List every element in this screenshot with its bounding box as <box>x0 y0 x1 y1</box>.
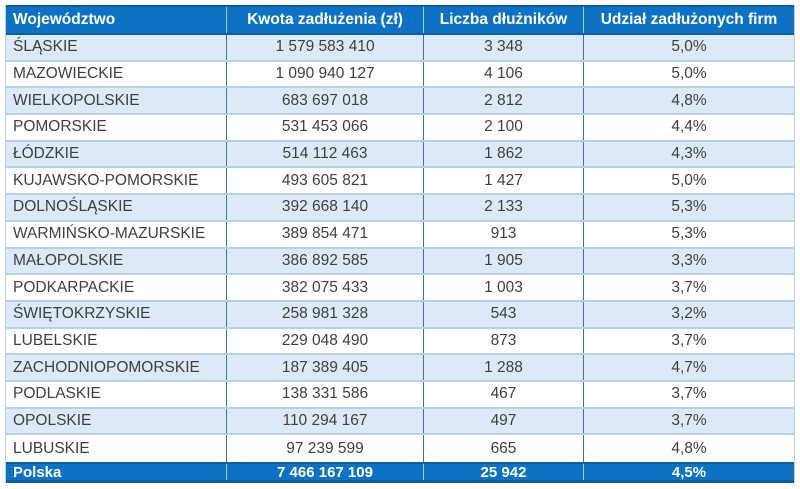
total-udzial: 4,5% <box>671 464 707 480</box>
cell-kwota-zadluzenia: 110 294 167 <box>227 408 424 434</box>
cell-wojewodztwo: ZACHODNIOPOMORSKIE <box>6 355 227 380</box>
cell-wojewodztwo: LUBELSKIE <box>6 328 227 354</box>
cell-wojewodztwo: DOLNOŚLĄSKIE <box>6 195 227 220</box>
cell-liczba-dluznikow: 1 003 <box>424 275 584 300</box>
cell-liczba-dluznikow: 2 812 <box>424 88 584 114</box>
table-row: PODLASKIE 138 331 586 467 3,7% <box>6 381 794 409</box>
cell-liczba-dluznikow: 2 100 <box>424 115 584 140</box>
cell-udzial-zadluzonych-firm: 3,2% <box>671 305 707 323</box>
cell-kwota-zadluzenia: 531 453 066 <box>227 115 424 140</box>
table-body: ŚLĄSKIE 1 579 583 410 3 348 5,0% MAZOWIECKIE… <box>6 35 794 462</box>
table-row: MAZOWIECKIE 1 090 940 127 4 106 5,0% <box>6 61 794 89</box>
cell-kwota-zadluzenia: 187 389 405 <box>227 355 424 380</box>
cell-liczba-dluznikow: 1 905 <box>424 248 584 274</box>
column-header-wojewodztwo: Województwo <box>6 7 227 33</box>
cell-wojewodztwo: WARMIŃSKO-MAZURSKIE <box>6 221 227 247</box>
cell-udzial-zadluzonych-firm: 4,8% <box>671 439 707 457</box>
cell-kwota-zadluzenia: 1 579 583 410 <box>227 35 424 60</box>
cell-liczba-dluznikow: 3 348 <box>424 35 584 60</box>
cell-liczba-dluznikow: 913 <box>424 221 584 247</box>
cell-udzial-zadluzonych-firm: 5,3% <box>671 198 707 216</box>
cell-udzial-zadluzonych-firm: 3,7% <box>671 385 707 403</box>
table-row: ŚWIĘTOKRZYSKIE 258 981 328 543 3,2% <box>6 301 794 329</box>
cell-udzial-zadluzonych-firm: 3,7% <box>671 411 707 429</box>
table-row: LUBUSKIE 97 239 599 665 4,8% <box>6 435 794 462</box>
table-row: KUJAWSKO-POMORSKIE 493 605 821 1 427 5,0% <box>6 168 794 196</box>
total-dluznicy: 25 942 <box>424 464 584 480</box>
column-header-udzial-zadluzonych-firm: Udział zadłużonych firm <box>600 11 778 28</box>
cell-wojewodztwo: PODLASKIE <box>6 381 227 407</box>
cell-kwota-zadluzenia: 493 605 821 <box>227 168 424 194</box>
cell-liczba-dluznikow: 467 <box>424 381 584 407</box>
cell-udzial-zadluzonych-firm: 3,7% <box>671 278 707 296</box>
column-header-kwota-zadluzenia: Kwota zadłużenia (zł) <box>227 7 424 33</box>
cell-udzial-zadluzonych-firm: 4,4% <box>671 118 707 136</box>
cell-kwota-zadluzenia: 229 048 490 <box>227 328 424 354</box>
cell-kwota-zadluzenia: 683 697 018 <box>227 88 424 114</box>
cell-udzial-zadluzonych-firm: 3,7% <box>671 331 707 349</box>
table-row: POMORSKIE 531 453 066 2 100 4,4% <box>6 115 794 142</box>
cell-liczba-dluznikow: 4 106 <box>424 61 584 87</box>
total-kwota: 7 466 167 109 <box>227 464 424 480</box>
table-row: LUBELSKIE 229 048 490 873 3,7% <box>6 328 794 356</box>
cell-udzial-zadluzonych-firm: 4,8% <box>671 91 707 109</box>
cell-wojewodztwo: LUBUSKIE <box>6 435 227 462</box>
cell-liczba-dluznikow: 665 <box>424 435 584 462</box>
cell-wojewodztwo: POMORSKIE <box>6 115 227 140</box>
cell-wojewodztwo: ŚWIĘTOKRZYSKIE <box>6 301 227 327</box>
table-row: WARMIŃSKO-MAZURSKIE 389 854 471 913 5,3% <box>6 221 794 249</box>
cell-liczba-dluznikow: 1 862 <box>424 141 584 167</box>
table-row: WIELKOPOLSKIE 683 697 018 2 812 4,8% <box>6 88 794 116</box>
table-total-row: Polska 7 466 167 109 25 942 4,5% <box>6 462 794 483</box>
cell-liczba-dluznikow: 543 <box>424 301 584 327</box>
table-row: ZACHODNIOPOMORSKIE 187 389 405 1 288 4,7% <box>6 355 794 382</box>
cell-wojewodztwo: WIELKOPOLSKIE <box>6 88 227 114</box>
table-row: MAŁOPOLSKIE 386 892 585 1 905 3,3% <box>6 248 794 276</box>
cell-kwota-zadluzenia: 392 668 140 <box>227 195 424 220</box>
cell-kwota-zadluzenia: 514 112 463 <box>227 141 424 167</box>
column-header-liczba-dluznikow: Liczba dłużników <box>424 7 584 33</box>
cell-liczba-dluznikow: 1 288 <box>424 355 584 380</box>
cell-udzial-zadluzonych-firm: 4,3% <box>671 145 707 163</box>
table-row: ŁÓDZKIE 514 112 463 1 862 4,3% <box>6 141 794 169</box>
cell-liczba-dluznikow: 873 <box>424 328 584 354</box>
cell-wojewodztwo: OPOLSKIE <box>6 408 227 434</box>
table-row: OPOLSKIE 110 294 167 497 3,7% <box>6 408 794 436</box>
cell-udzial-zadluzonych-firm: 5,0% <box>671 65 707 83</box>
cell-udzial-zadluzonych-firm: 4,7% <box>671 358 707 376</box>
cell-kwota-zadluzenia: 1 090 940 127 <box>227 61 424 87</box>
table-header-row: Województwo Kwota zadłużenia (zł) Liczba… <box>6 5 794 35</box>
table-row: ŚLĄSKIE 1 579 583 410 3 348 5,0% <box>6 35 794 62</box>
cell-kwota-zadluzenia: 97 239 599 <box>227 435 424 462</box>
cell-liczba-dluznikow: 497 <box>424 408 584 434</box>
cell-wojewodztwo: MAZOWIECKIE <box>6 61 227 87</box>
cell-udzial-zadluzonych-firm: 5,0% <box>671 171 707 189</box>
cell-kwota-zadluzenia: 138 331 586 <box>227 381 424 407</box>
cell-wojewodztwo: PODKARPACKIE <box>6 275 227 300</box>
cell-udzial-zadluzonych-firm: 5,3% <box>671 225 707 243</box>
cell-kwota-zadluzenia: 386 892 585 <box>227 248 424 274</box>
table-row: PODKARPACKIE 382 075 433 1 003 3,7% <box>6 275 794 302</box>
total-label: Polska <box>6 464 227 480</box>
cell-udzial-zadluzonych-firm: 3,3% <box>671 251 707 269</box>
cell-kwota-zadluzenia: 389 854 471 <box>227 221 424 247</box>
cell-kwota-zadluzenia: 382 075 433 <box>227 275 424 300</box>
debt-by-voivodeship-table: Województwo Kwota zadłużenia (zł) Liczba… <box>5 5 795 483</box>
cell-wojewodztwo: ŚLĄSKIE <box>6 35 227 60</box>
table-row: DOLNOŚLĄSKIE 392 668 140 2 133 5,3% <box>6 195 794 222</box>
cell-kwota-zadluzenia: 258 981 328 <box>227 301 424 327</box>
cell-liczba-dluznikow: 1 427 <box>424 168 584 194</box>
cell-wojewodztwo: MAŁOPOLSKIE <box>6 248 227 274</box>
cell-udzial-zadluzonych-firm: 5,0% <box>671 38 707 56</box>
cell-wojewodztwo: ŁÓDZKIE <box>6 141 227 167</box>
cell-liczba-dluznikow: 2 133 <box>424 195 584 220</box>
cell-wojewodztwo: KUJAWSKO-POMORSKIE <box>6 168 227 194</box>
